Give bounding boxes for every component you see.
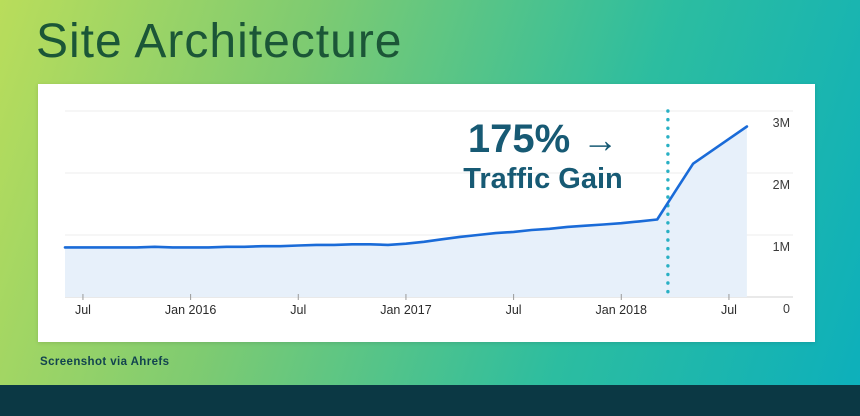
x-axis-label: Jul <box>75 303 91 317</box>
y-axis-label: 3M <box>773 116 790 130</box>
x-axis-label: Jan 2018 <box>596 303 647 317</box>
x-axis-label: Jul <box>290 303 306 317</box>
x-axis-label: Jan 2017 <box>380 303 431 317</box>
right-arrow-icon: → <box>582 119 619 160</box>
source-caption: Screenshot via Ahrefs <box>40 356 170 368</box>
traffic-area-chart: 0 1M 2M 3M Jul Jan 2016 Jul Jan 2017 Jul Jan 2018… <box>63 109 793 317</box>
chart-card: 0 1M 2M 3M Jul Jan 2016 Jul Jan 2017 Jul Jan 2018… <box>38 84 815 342</box>
y-axis-label: 0 <box>783 302 790 316</box>
traffic-line <box>63 125 749 249</box>
percent-value: 175% <box>467 117 571 161</box>
traffic-gain-percent: 175% → <box>398 118 688 160</box>
x-axis-label: Jul <box>721 303 737 317</box>
x-axis-label: Jul <box>506 303 522 317</box>
traffic-gain-label: Traffic Gain <box>463 163 623 195</box>
y-axis-label: 2M <box>773 178 790 192</box>
chart-annotation: 175% → Traffic Gain <box>398 118 688 194</box>
y-axis-label: 1M <box>773 240 790 254</box>
page-title: Site Architecture <box>36 15 403 68</box>
bottom-accent-bar <box>0 385 860 416</box>
x-axis-label: Jan 2016 <box>165 303 216 317</box>
traffic-area-fill <box>65 126 747 297</box>
